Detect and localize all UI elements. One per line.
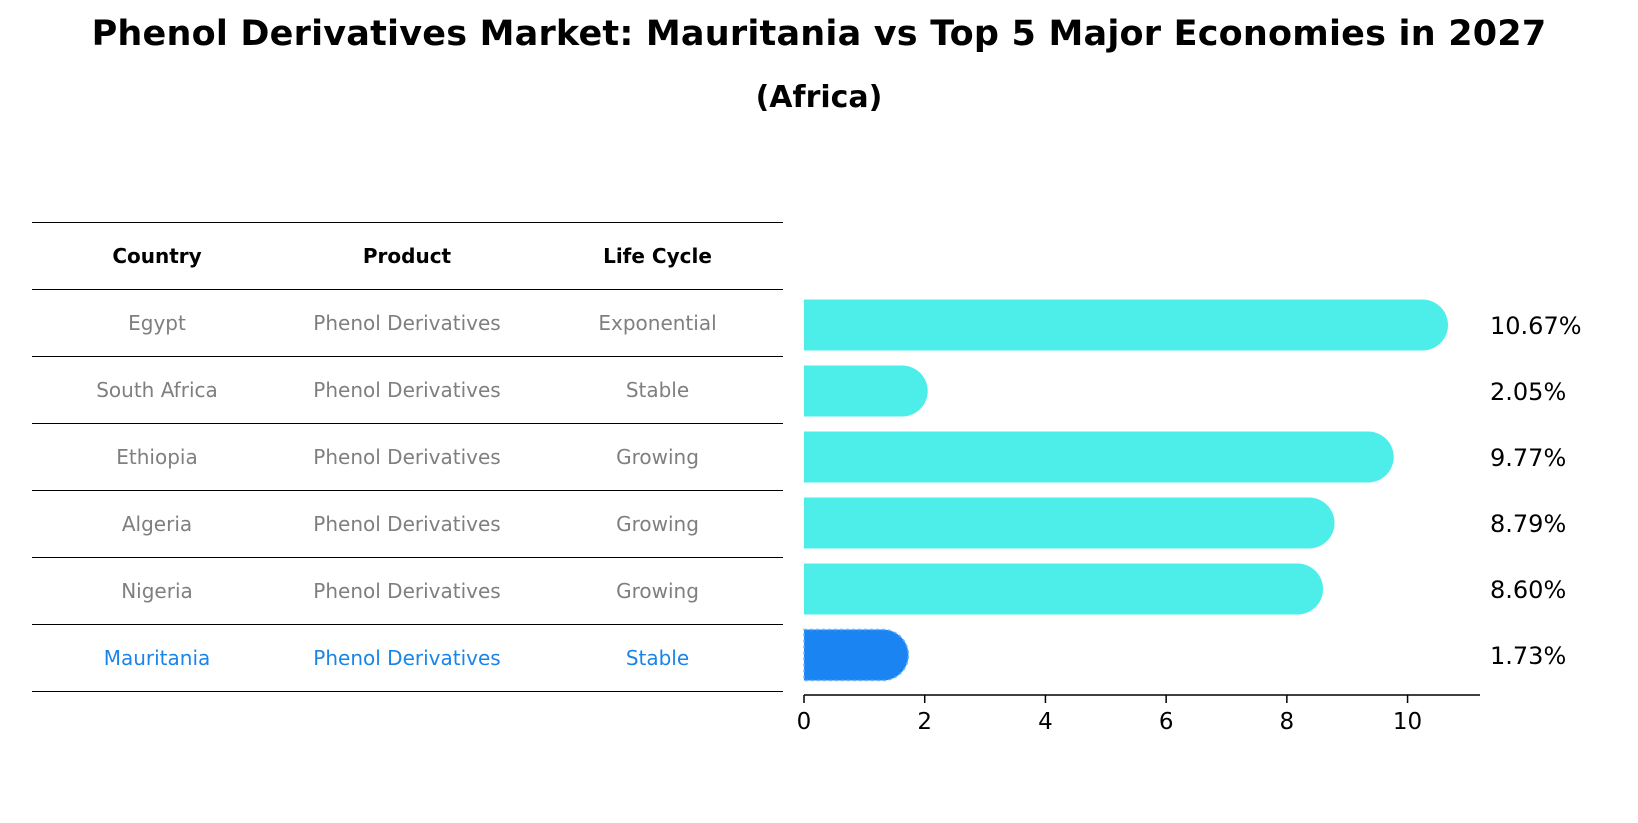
cell-country: Ethiopia bbox=[32, 423, 282, 491]
bar-ethiopia bbox=[804, 431, 1394, 483]
table-row: Nigeria Phenol Derivatives Growing bbox=[32, 557, 783, 625]
country-table: Country Product Life Cycle Egypt Phenol … bbox=[32, 222, 783, 692]
table-row: Algeria Phenol Derivatives Growing bbox=[32, 490, 783, 558]
cell-life-cycle: Growing bbox=[532, 490, 783, 558]
bar-mauritania bbox=[803, 628, 910, 682]
cell-country: Nigeria bbox=[32, 557, 282, 625]
x-tick-label: 0 bbox=[797, 709, 812, 735]
value-label: 8.60% bbox=[1490, 576, 1566, 604]
cell-life-cycle: Stable bbox=[532, 356, 783, 424]
table-header-row: Country Product Life Cycle bbox=[32, 222, 783, 290]
cell-product: Phenol Derivatives bbox=[282, 490, 532, 558]
x-tick-label: 4 bbox=[1038, 709, 1053, 735]
cell-life-cycle: Growing bbox=[532, 423, 783, 491]
x-tick-label: 10 bbox=[1393, 709, 1422, 735]
value-label: 8.79% bbox=[1490, 510, 1566, 538]
table-row-highlighted: Mauritania Phenol Derivatives Stable bbox=[32, 624, 783, 692]
cell-country: Mauritania bbox=[32, 624, 282, 692]
bar-nigeria bbox=[804, 563, 1324, 615]
cell-product: Phenol Derivatives bbox=[282, 557, 532, 625]
value-label: 10.67% bbox=[1490, 312, 1582, 340]
x-tick-label: 6 bbox=[1159, 709, 1174, 735]
cell-country: Egypt bbox=[32, 289, 282, 357]
cell-country: South Africa bbox=[32, 356, 282, 424]
header-country: Country bbox=[32, 222, 282, 290]
bar-south-africa bbox=[804, 365, 928, 417]
value-label: 1.73% bbox=[1490, 642, 1566, 670]
value-label: 9.77% bbox=[1490, 444, 1566, 472]
x-tick-label: 8 bbox=[1280, 709, 1295, 735]
header-product: Product bbox=[282, 222, 532, 290]
cell-product: Phenol Derivatives bbox=[282, 624, 532, 692]
cell-country: Algeria bbox=[32, 490, 282, 558]
table-row: Egypt Phenol Derivatives Exponential bbox=[32, 289, 783, 357]
cell-product: Phenol Derivatives bbox=[282, 423, 532, 491]
cell-life-cycle: Stable bbox=[532, 624, 783, 692]
value-label: 2.05% bbox=[1490, 378, 1566, 406]
x-tick-label: 2 bbox=[917, 709, 932, 735]
cell-product: Phenol Derivatives bbox=[282, 289, 532, 357]
chart-title: Phenol Derivatives Market: Mauritania vs… bbox=[91, 14, 1547, 54]
table-row: Ethiopia Phenol Derivatives Growing bbox=[32, 423, 783, 491]
header-life-cycle: Life Cycle bbox=[532, 222, 783, 290]
cell-life-cycle: Exponential bbox=[532, 289, 783, 357]
cell-life-cycle: Growing bbox=[532, 557, 783, 625]
table-row: South Africa Phenol Derivatives Stable bbox=[32, 356, 783, 424]
chart-subtitle: (Africa) bbox=[755, 80, 883, 115]
cell-product: Phenol Derivatives bbox=[282, 356, 532, 424]
bar-algeria bbox=[804, 497, 1335, 549]
bar-egypt bbox=[804, 299, 1449, 351]
